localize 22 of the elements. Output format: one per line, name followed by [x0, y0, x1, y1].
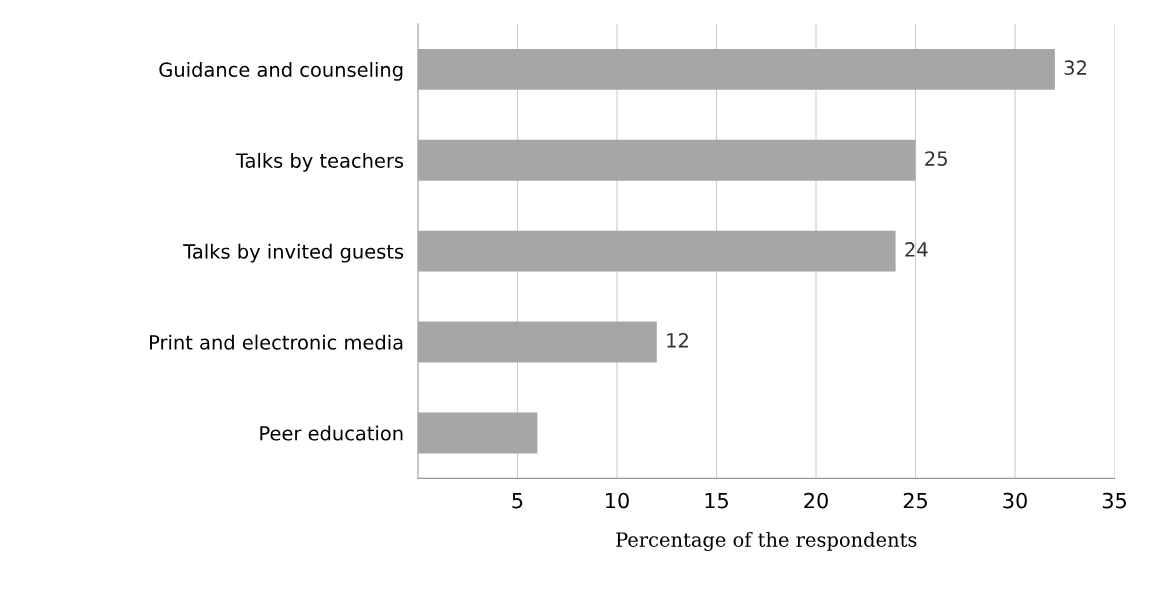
x-tick-label: 25 [903, 492, 927, 509]
bar [417, 412, 538, 454]
data-label: 24 [905, 242, 928, 257]
x-axis-title: Percentage of the respondents [616, 531, 917, 551]
bar [417, 48, 1055, 90]
y-tick-label: Guidance and counseling [159, 61, 403, 81]
x-tick-label: 35 [1102, 492, 1126, 509]
y-tick-label: Talks by teachers [235, 152, 404, 172]
bar [417, 139, 916, 181]
x-tick-label: 15 [705, 492, 728, 509]
y-tick-label: Talks by invited guests [183, 243, 404, 263]
bar [417, 230, 896, 272]
data-label: 32 [1064, 60, 1086, 76]
x-tick-label: 20 [804, 492, 828, 509]
data-label: 12 [667, 332, 688, 348]
x-tick-label: 5 [512, 492, 523, 509]
y-tick-label: Print and electronic media [150, 334, 403, 350]
x-tick-label: 30 [1003, 492, 1027, 509]
y-tick-label: Peer education [260, 425, 403, 441]
data-label: 25 [925, 151, 947, 166]
bar [417, 321, 657, 363]
x-tick-label: 10 [606, 492, 629, 509]
